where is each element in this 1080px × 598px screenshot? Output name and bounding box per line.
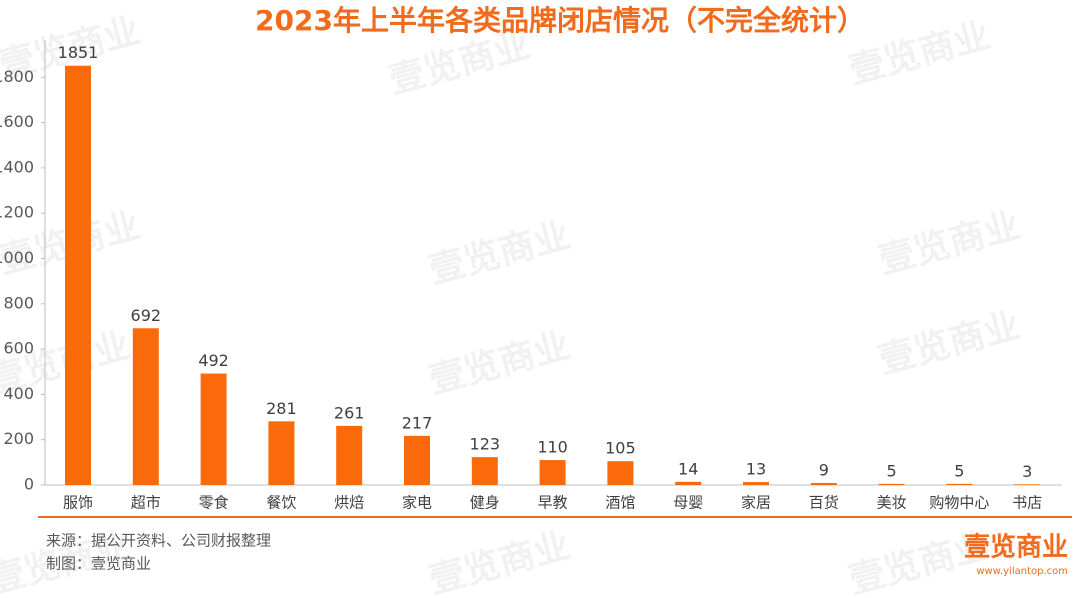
bar	[743, 482, 769, 485]
x-tick-label: 母婴	[673, 494, 703, 512]
y-tick-label: 0	[24, 475, 34, 494]
x-tick-label: 酒馆	[605, 494, 635, 512]
x-tick-label: 零食	[199, 494, 229, 512]
data-label: 9	[819, 460, 829, 479]
logo: 壹览商业	[964, 532, 1068, 563]
data-label: 261	[334, 403, 365, 422]
x-tick-label: 健身	[470, 494, 500, 512]
bar	[946, 483, 973, 485]
watermark: 壹览商业	[875, 205, 1025, 282]
website: www.yilantop.com	[976, 566, 1068, 577]
maker-note: 制图：壹览商业	[46, 555, 151, 573]
bar	[810, 482, 837, 485]
data-label: 110	[537, 438, 568, 457]
data-label: 3	[1022, 462, 1032, 481]
data-label: 281	[266, 399, 297, 418]
bar	[607, 461, 634, 485]
x-tick-label: 家居	[741, 494, 771, 512]
watermark: 壹览商业	[425, 215, 575, 292]
y-tick-label: 600	[3, 339, 34, 358]
y-tick-label: 200	[3, 429, 34, 448]
x-tick-label: 烘焙	[334, 494, 364, 512]
data-label: 5	[954, 461, 964, 480]
x-tick-label: 书店	[1012, 494, 1042, 512]
watermark: 壹览商业	[845, 15, 995, 92]
bar	[200, 373, 227, 485]
data-label: 105	[605, 439, 636, 458]
bar	[336, 425, 363, 485]
x-tick-label: 购物中心	[929, 494, 989, 512]
bar	[404, 435, 430, 485]
bar	[1014, 484, 1041, 485]
bar	[471, 457, 498, 485]
data-label: 13	[746, 460, 766, 479]
y-tick-label: 1000	[0, 248, 34, 267]
x-tick-label: 美妆	[877, 494, 907, 512]
y-tick-label: 1400	[0, 157, 34, 176]
x-tick-label: 餐饮	[266, 494, 296, 512]
data-label: 14	[678, 459, 698, 478]
x-tick-label: 家电	[402, 494, 432, 512]
bar	[539, 460, 566, 485]
bar	[675, 481, 702, 485]
y-tick-label: 800	[3, 293, 34, 312]
chart-title: 2023年上半年各类品牌闭店情况（不完全统计）	[255, 4, 865, 37]
x-tick-label: 早教	[538, 494, 568, 512]
data-label: 217	[402, 413, 433, 432]
y-tick-label: 400	[3, 384, 34, 403]
data-label: 1851	[58, 43, 99, 62]
bar	[132, 328, 159, 485]
y-tick-label: 1800	[0, 67, 34, 86]
watermark: 壹览商业	[425, 325, 575, 402]
watermark: 壹览商业	[425, 525, 575, 598]
source-note: 来源：据公开资料、公司财报整理	[46, 532, 271, 550]
y-tick-label: 1200	[0, 203, 34, 222]
data-label: 492	[198, 351, 229, 370]
data-label: 123	[470, 435, 501, 454]
data-label: 5	[887, 461, 897, 480]
x-tick-label: 百货	[809, 494, 839, 512]
x-tick-label: 超市	[131, 494, 161, 512]
y-tick-label: 1600	[0, 112, 34, 131]
x-tick-label: 服饰	[63, 494, 93, 512]
bar	[268, 421, 295, 485]
bar	[65, 65, 91, 485]
data-label: 692	[131, 306, 162, 325]
bar	[878, 483, 905, 485]
watermark: 壹览商业	[875, 305, 1025, 382]
